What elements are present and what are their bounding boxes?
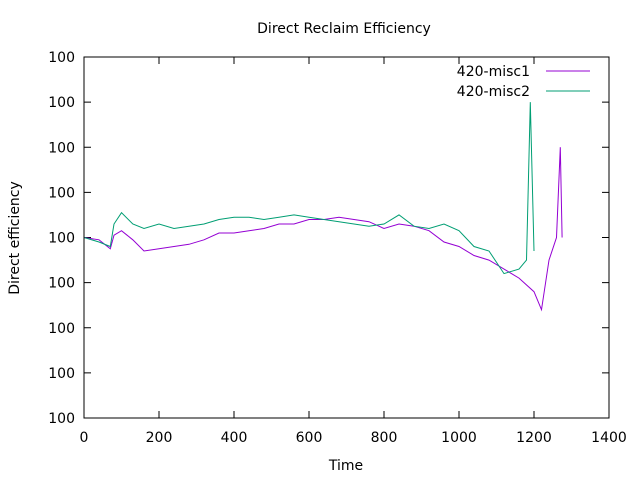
series-line-1 [83, 147, 563, 312]
x-tick-label: 400 [221, 430, 248, 446]
x-tick-label: 200 [146, 430, 173, 446]
y-tick-label: 100 [48, 140, 75, 156]
x-tick-label: 1400 [591, 430, 627, 446]
y-tick-label: 100 [48, 95, 75, 111]
series-layer [83, 102, 563, 312]
y-tick-label: 100 [48, 185, 75, 201]
x-tick-label: 800 [371, 430, 398, 446]
series-line-2 [83, 102, 535, 275]
y-tick-label: 100 [48, 321, 75, 337]
x-axis-label: Time [328, 458, 363, 474]
x-axis-ticks: 0 200 400 600 800 1000 1200 1400 [80, 57, 627, 446]
y-tick-label: 100 [48, 411, 75, 427]
legend: 420-misc1 420-misc2 [457, 64, 590, 100]
y-axis-ticks: 100 100 100 100 100 100 100 100 100 [48, 50, 609, 427]
y-axis-label: Direct efficiency [7, 181, 23, 295]
x-tick-label: 1000 [441, 430, 477, 446]
x-tick-label: 600 [296, 430, 323, 446]
legend-label: 420-misc1 [457, 64, 530, 80]
x-tick-label: 1200 [516, 430, 552, 446]
y-tick-label: 100 [48, 231, 75, 247]
y-tick-label: 100 [48, 366, 75, 382]
x-tick-label: 0 [80, 430, 89, 446]
y-tick-label: 100 [48, 50, 75, 66]
plot-frame [83, 56, 610, 419]
y-tick-label: 100 [48, 276, 75, 292]
chart-title: Direct Reclaim Efficiency [257, 21, 431, 37]
legend-label: 420-misc2 [457, 84, 530, 100]
